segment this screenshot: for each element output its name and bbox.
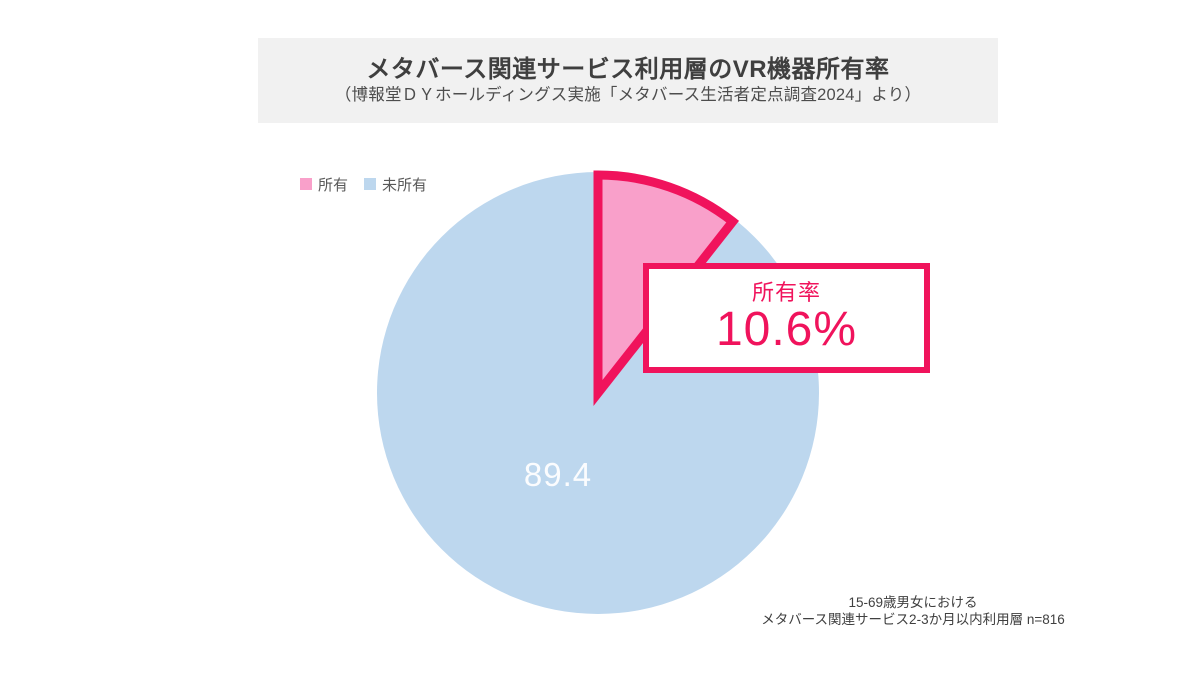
- legend: 所有 未所有: [300, 174, 427, 195]
- legend-label-not-owned: 未所有: [382, 176, 428, 194]
- legend-item-not-owned: 未所有: [364, 174, 427, 195]
- ownership-callout: 所有率 10.6%: [643, 263, 930, 373]
- sample-note-line1: 15-69歳男女における: [848, 595, 978, 610]
- callout-title: 所有率: [751, 279, 821, 305]
- not-owned-swatch-icon: [364, 178, 377, 190]
- not-owned-value-label: 89.4: [523, 456, 593, 493]
- legend-label-owned: 所有: [318, 176, 349, 194]
- sample-note: 15-69歳男女における メタバース関連サービス2-3か月以内利用層 n=816: [638, 594, 1188, 628]
- sample-note-line2: メタバース関連サービス2-3か月以内利用層 n=816: [761, 612, 1065, 627]
- chart-subtitle: （博報堂ＤＹホールディングス実施「メタバース生活者定点調査2024」より）: [334, 86, 922, 105]
- chart-title: メタバース関連サービス利用層のVR機器所有率: [366, 55, 890, 83]
- callout-value: 10.6%: [715, 302, 858, 356]
- legend-item-owned: 所有: [300, 174, 348, 195]
- title-banner: メタバース関連サービス利用層のVR機器所有率 （博報堂ＤＹホールディングス実施「…: [258, 38, 998, 123]
- owned-swatch-icon: [300, 178, 312, 190]
